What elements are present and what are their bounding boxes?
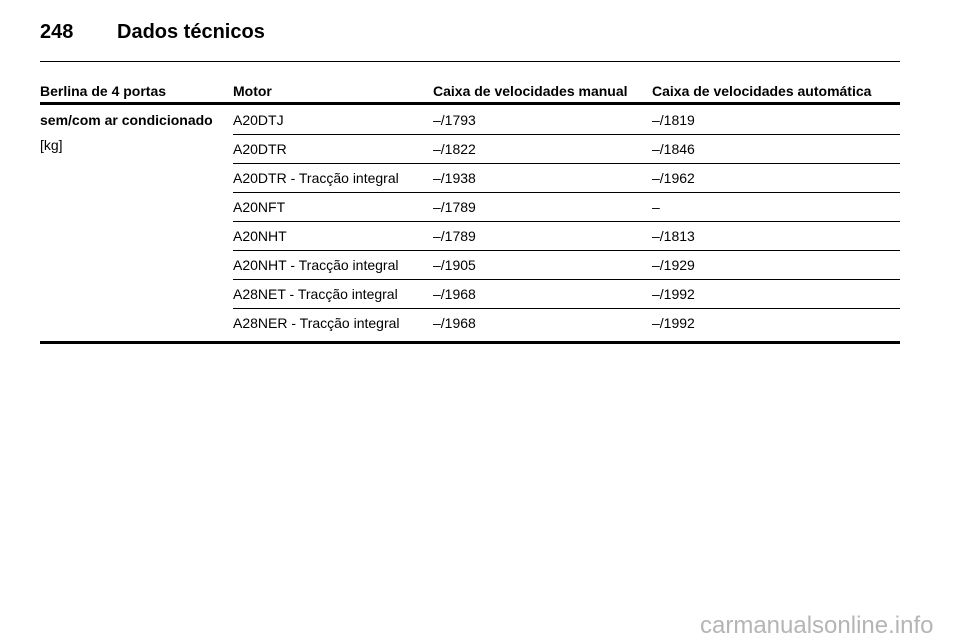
column-header: Caixa de velocidades manual [433,83,628,99]
page-number: 248 [40,21,74,43]
table-cell: A20DTR [233,141,287,157]
table-cell: –/1968 [433,315,476,331]
watermark: carmanualsonline.info [700,612,934,639]
column-header: Berlina de 4 portas [40,83,167,99]
row-rule [233,163,900,164]
table-bottom-rule [40,341,900,344]
table-cell: A20DTR - Tracção integral [233,170,399,186]
row-rule [233,279,900,280]
table-cell: –/1793 [433,112,476,128]
table-cell: –/1968 [433,286,476,302]
table-cell: A28NET - Tracção integral [233,286,398,302]
table-cell: – [652,199,660,215]
row-rule [233,250,900,251]
table-cell: –/1789 [433,228,476,244]
table-cell: –/1929 [652,257,695,273]
table-cell: A20DTJ [233,112,284,128]
table-cell: –/1789 [433,199,476,215]
header-rule [40,61,900,62]
row-rule [233,308,900,309]
table-cell: –/1962 [652,170,695,186]
table-cell: –/1846 [652,141,695,157]
row-unit: [kg] [40,137,63,153]
row-rule [233,192,900,193]
page-title: Dados técnicos [117,21,265,43]
table-cell: –/1819 [652,112,695,128]
table-cell: –/1822 [433,141,476,157]
table-cell: A28NER - Tracção integral [233,315,400,331]
table-head-rule [40,102,900,105]
table-cell: A20NFT [233,199,286,215]
table-cell: –/1938 [433,170,476,186]
table-cell: –/1992 [652,315,695,331]
column-header: Motor [233,83,272,99]
row-rule [233,221,900,222]
row-rule [233,134,900,135]
table-cell: –/1992 [652,286,695,302]
table-cell: –/1813 [652,228,695,244]
table-cell: –/1905 [433,257,476,273]
column-header: Caixa de velocidades automática [652,83,872,99]
row-label: sem/com ar condicionado [40,112,213,128]
table-cell: A20NHT - Tracção integral [233,257,399,273]
table-cell: A20NHT [233,228,287,244]
